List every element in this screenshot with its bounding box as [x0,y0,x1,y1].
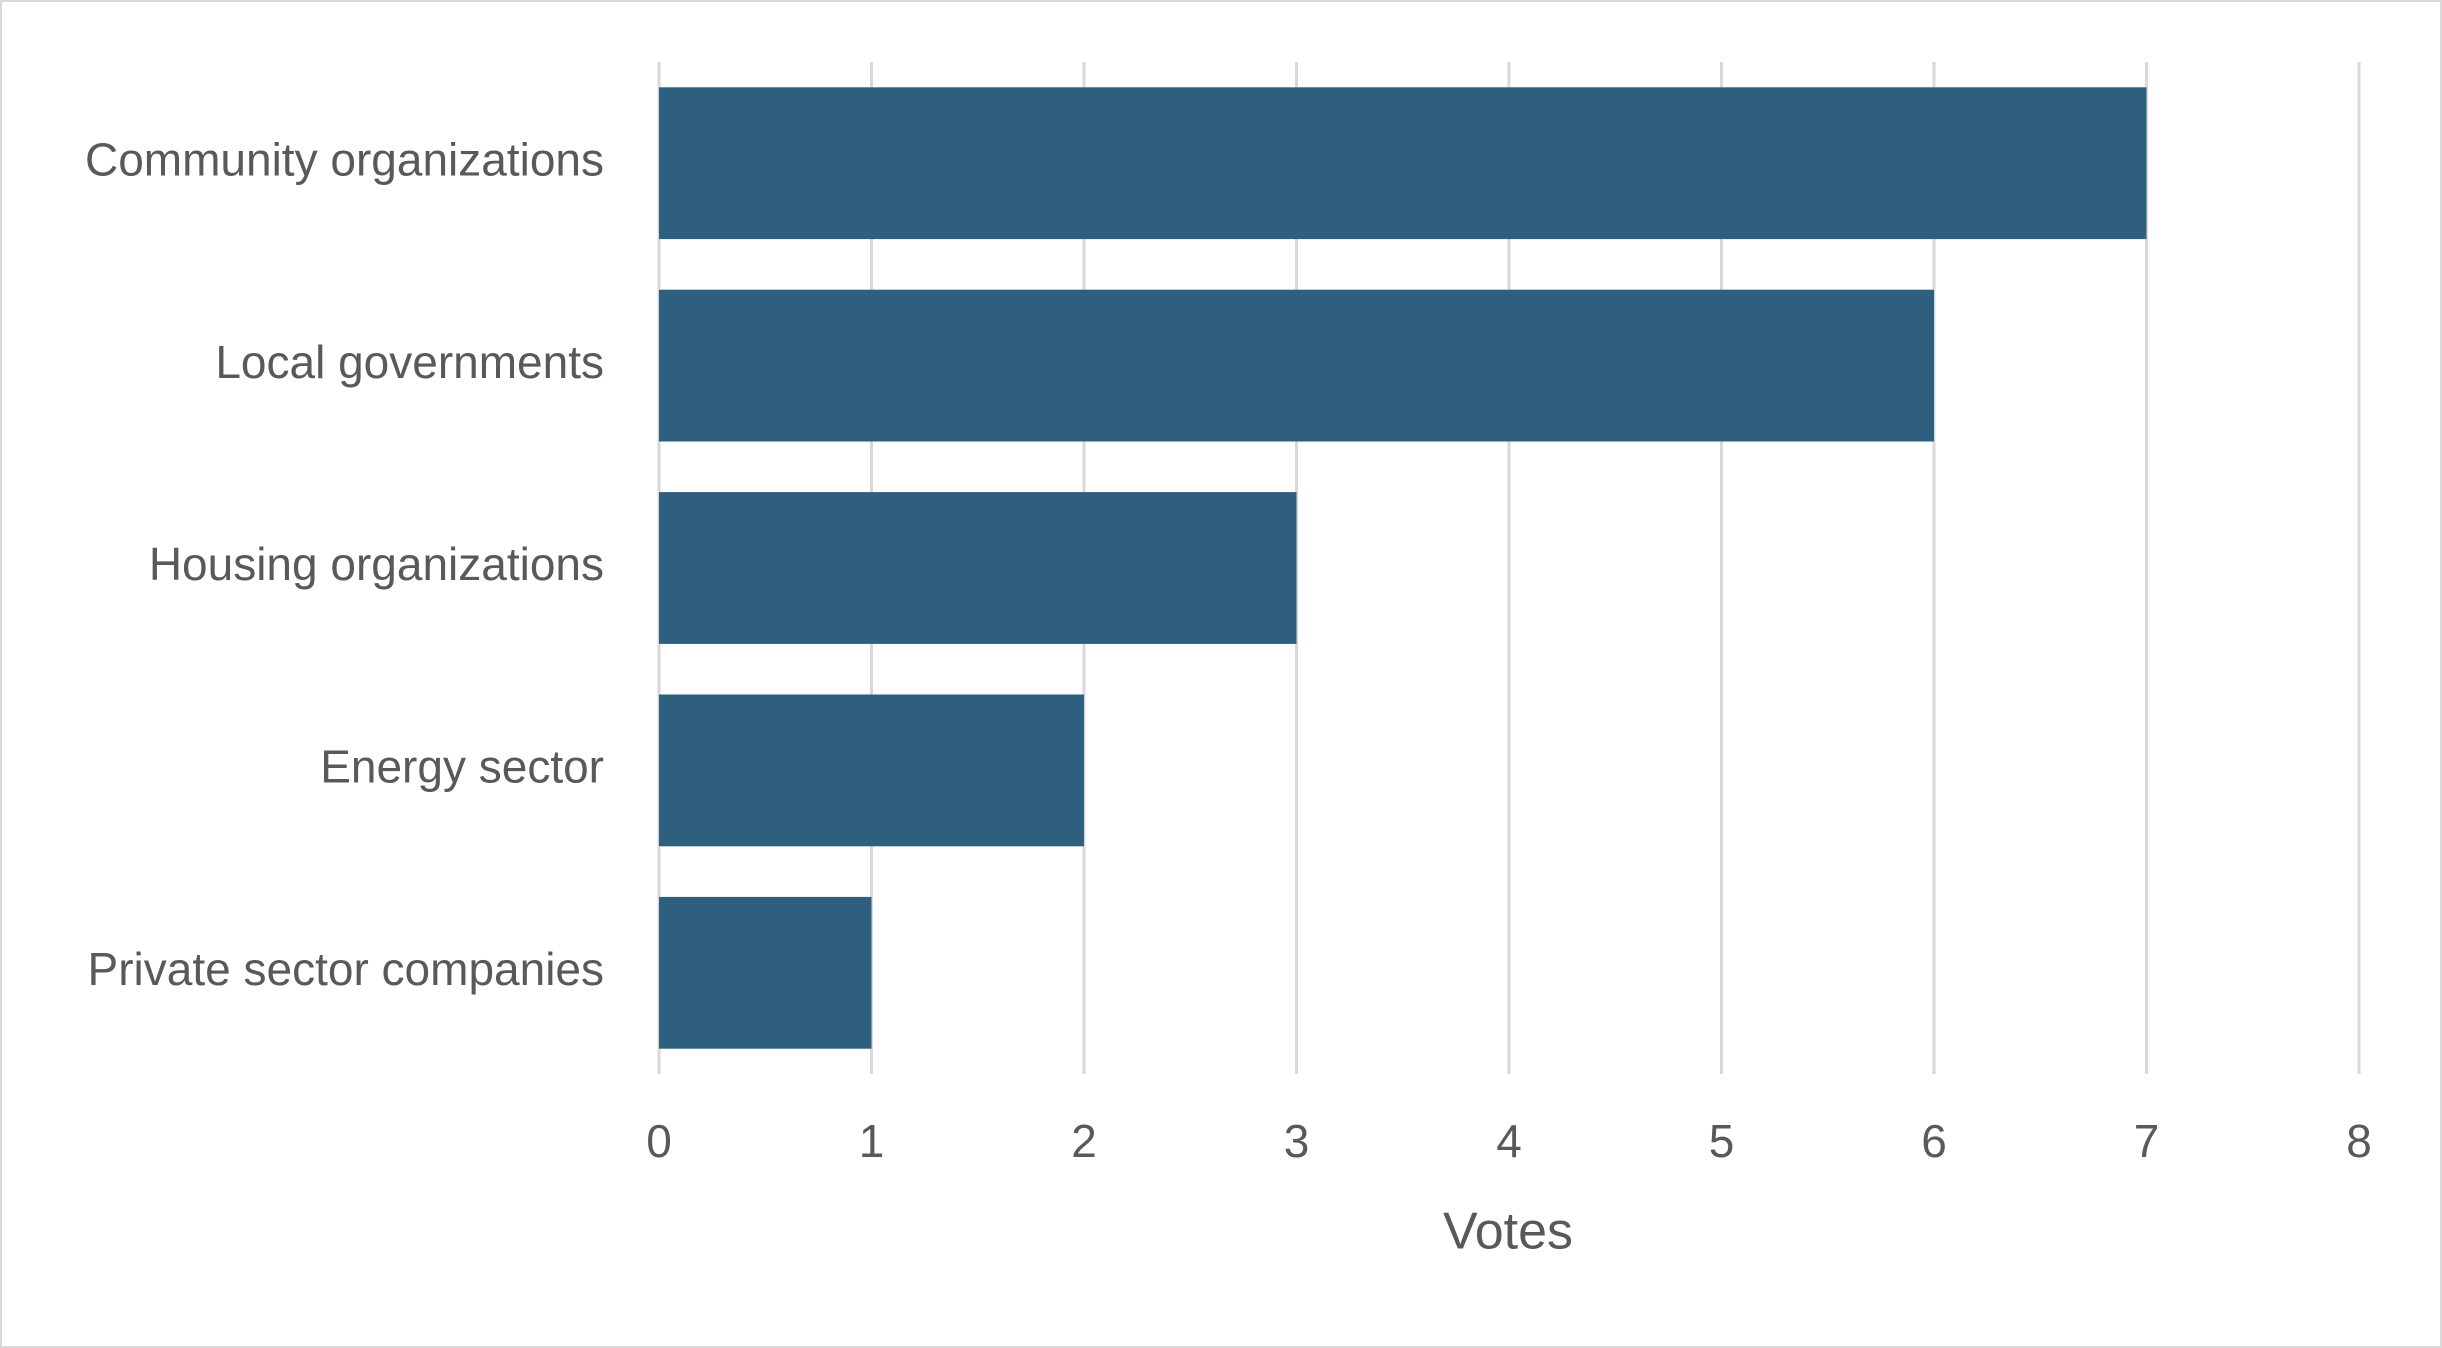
y-tick-label: Housing organizations [149,538,604,590]
x-tick-label: 3 [1284,1115,1310,1167]
y-tick-label: Private sector companies [88,943,604,995]
y-tick-label: Local governments [215,336,604,388]
x-axis-label: Votes [1443,1203,1573,1261]
x-tick-label: 2 [1071,1115,1097,1167]
y-tick-label: Community organizations [85,133,604,185]
x-tick-label: 1 [859,1115,885,1167]
bar [659,289,1934,442]
bar [659,492,1297,644]
x-tick-label: 0 [646,1115,672,1167]
bar [659,896,872,1049]
x-tick-label: 8 [2346,1115,2372,1167]
bar [659,694,1084,847]
x-tick-label: 7 [2134,1115,2160,1167]
x-tick-label: 4 [1496,1115,1522,1167]
bar [659,87,2147,240]
x-tick-label: 6 [1921,1115,1947,1167]
y-tick-label: Energy sector [320,741,604,793]
x-tick-label: 5 [1709,1115,1735,1167]
